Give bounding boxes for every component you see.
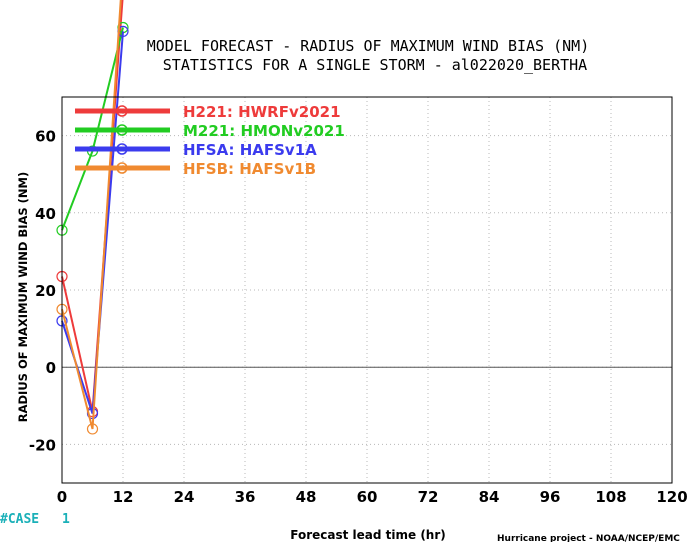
x-axis-label: Forecast lead time (hr) [290,528,446,542]
x-tick-label: 48 [296,488,317,506]
series-line [61,0,122,430]
legend-marker [116,124,128,136]
plot-frame [61,96,673,484]
y-axis-label: RADIUS OF MAXIMUM WIND BIAS (NM) [16,172,30,423]
legend-entry: HFSA: HAFSv1A [75,141,317,159]
case-count: 1 [62,512,70,527]
legend-marker [116,143,128,155]
chart-title: MODEL FORECAST - RADIUS OF MAXIMUM WIND … [147,37,590,55]
legend-entry: HFSB: HAFSv1B [75,160,316,178]
legend-label: M221: HMONv2021 [183,122,345,140]
legend-marker [116,105,128,117]
series-line [61,31,124,414]
legend-label: HFSB: HAFSv1B [183,160,316,178]
y-tick-label: 0 [46,359,56,377]
y-tick-label: 40 [35,205,56,223]
legend-label: H221: HWRFv2021 [183,103,341,121]
legend-entry: M221: HMONv2021 [75,122,345,140]
case-label: #CASE [0,512,39,527]
legend-entry: H221: HWRFv2021 [75,103,341,121]
y-tick-label: 60 [35,128,56,146]
data-point [86,423,99,435]
series-2 [56,25,129,420]
y-tick-label: 20 [35,282,56,300]
x-tick-label: 120 [656,488,687,506]
x-tick-label: 108 [595,488,626,506]
y-tick-labels: -20 0 20 40 60 [29,128,56,455]
x-tick-label: 24 [174,488,195,506]
chart-subtitle: STATISTICS FOR A SINGLE STORM - al022020… [163,56,587,74]
legend-label: HFSA: HAFSv1A [183,141,317,159]
legend-marker [116,162,128,174]
x-tick-label: 36 [235,488,256,506]
x-tick-label: 84 [479,488,500,506]
footer-credit: Hurricane project - NOAA/NCEP/EMC [497,534,680,542]
grid [62,97,672,483]
series-layer [56,0,129,435]
x-tick-label: 12 [113,488,134,506]
y-tick-label: -20 [29,436,56,454]
x-tick-label: 60 [357,488,378,506]
x-tick-label: 96 [540,488,561,506]
x-tick-labels: 0 12 24 36 48 60 72 84 96 108 120 [57,488,688,506]
x-tick-label: 0 [57,488,67,506]
x-tick-label: 72 [418,488,439,506]
